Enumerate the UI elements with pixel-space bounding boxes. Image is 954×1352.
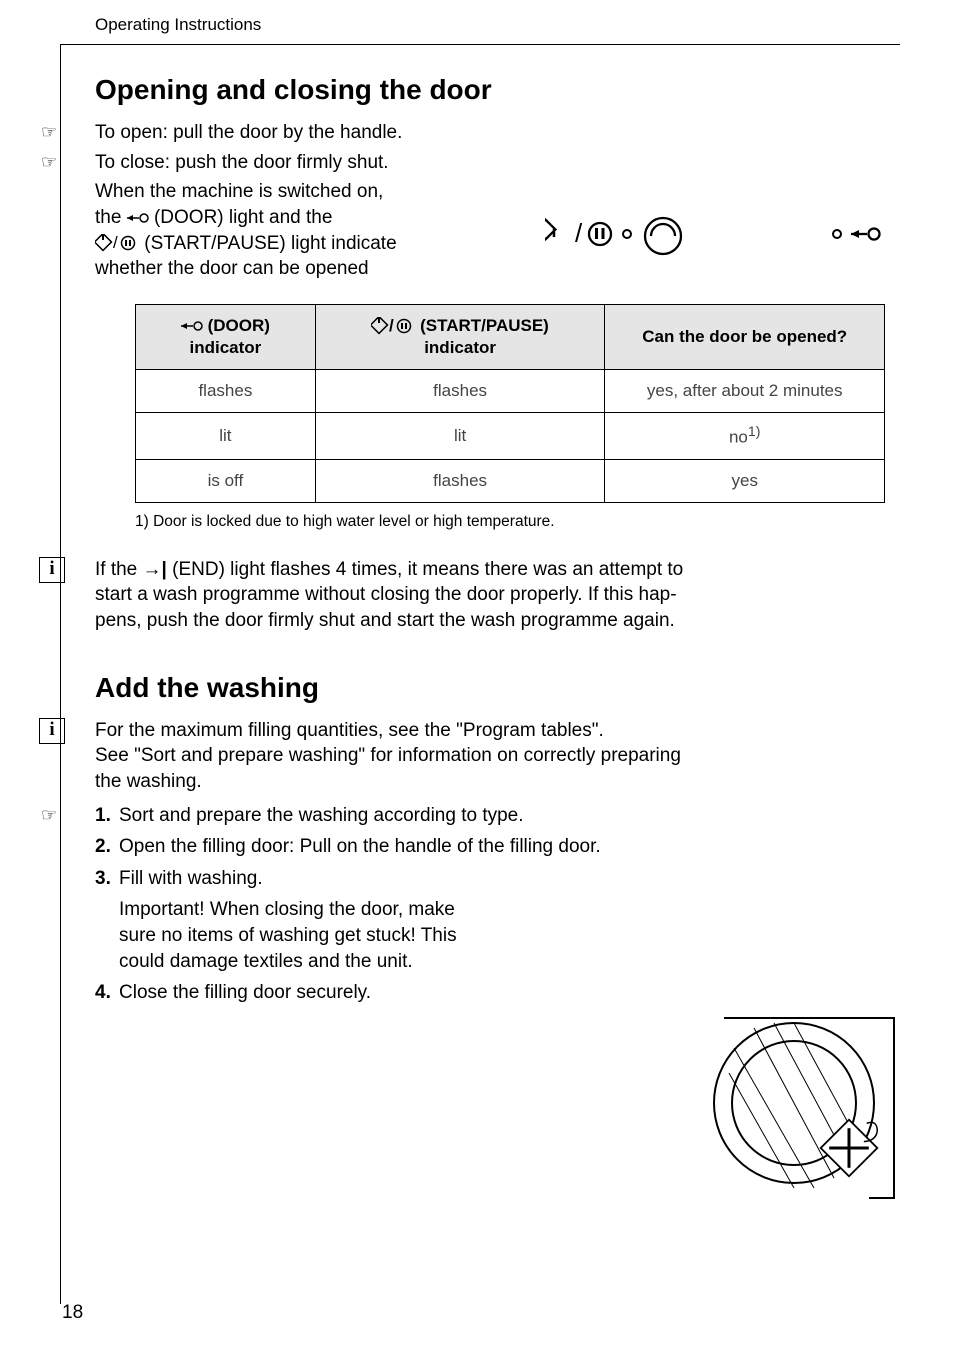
- table-row: lit lit no1): [136, 413, 885, 460]
- open-text: To open: pull the door by the handle.: [95, 122, 402, 143]
- col2-sub: indicator: [424, 338, 496, 357]
- end-arrow-icon: →: [143, 559, 162, 580]
- svg-text:/: /: [389, 317, 394, 335]
- note-l3: could damage textiles and the unit.: [119, 949, 575, 975]
- open-instruction: ☞ To open: pull the door by the handle.: [95, 120, 885, 146]
- hand-icon: ☞: [41, 805, 57, 826]
- info1-l1: If the →| (END) light flashes 4 times, i…: [95, 557, 885, 583]
- svg-text:/: /: [575, 218, 583, 248]
- info1-l2: start a wash programme without closing t…: [95, 582, 885, 608]
- intro-l2-post: (DOOR) light and the: [149, 207, 333, 228]
- page-content: Opening and closing the door ☞ To open: …: [95, 74, 885, 1012]
- washing-machine-illustration: [694, 1008, 924, 1208]
- intro-l2-pre: the: [95, 207, 127, 228]
- svg-text:/: /: [113, 234, 118, 252]
- info1-l1-pre: If the: [95, 559, 143, 580]
- close-text: To close: push the door firmly shut.: [95, 152, 389, 173]
- cell: lit: [315, 413, 605, 460]
- intro-l4: whether the door can be opened: [95, 256, 525, 282]
- info-end-light: If the →| (END) light flashes 4 times, i…: [95, 557, 885, 634]
- table-row: flashes flashes yes, after about 2 minut…: [136, 370, 885, 413]
- info2-l2: See "Sort and prepare washing" for infor…: [95, 743, 885, 769]
- cell: flashes: [136, 370, 316, 413]
- cell-sup: 1): [748, 424, 761, 440]
- col1-sub: indicator: [189, 338, 261, 357]
- door-indicator-table: (DOOR) indicator / (START/PAUSE) indicator…: [135, 304, 885, 503]
- start-pause-icon: /: [95, 234, 139, 252]
- intro-l3-post: (START/PAUSE) light indicate: [139, 233, 397, 254]
- step-text: Open the filling door: Pull on the handl…: [119, 836, 601, 857]
- section-title-add-washing: Add the washing: [95, 672, 885, 704]
- list-item: 3. Fill with washing.: [95, 866, 885, 892]
- info-icon: [39, 718, 65, 744]
- cell-pre: no: [729, 428, 748, 447]
- step-text: Fill with washing.: [119, 868, 263, 889]
- step-num: 2.: [95, 834, 111, 860]
- info2-l1: For the maximum filling quantities, see …: [95, 718, 885, 744]
- note-l2: sure no items of washing get stuck! This: [119, 923, 575, 949]
- hand-icon: ☞: [41, 152, 57, 173]
- page-number: 18: [62, 1302, 83, 1324]
- info2-l3: the washing.: [95, 769, 885, 795]
- table-footnote: 1) Door is locked due to high water leve…: [135, 513, 885, 531]
- cell: flashes: [315, 370, 605, 413]
- step-text: Sort and prepare the washing according t…: [119, 805, 524, 826]
- info-filling-qty: For the maximum filling quantities, see …: [95, 718, 885, 795]
- section-title-opening-door: Opening and closing the door: [95, 74, 885, 106]
- intro-l2: the (DOOR) light and the: [95, 205, 525, 231]
- door-icon: [127, 211, 149, 225]
- col-header-start-pause: / (START/PAUSE) indicator: [315, 304, 605, 369]
- intro-l1: When the machine is switched on,: [95, 179, 525, 205]
- col-header-can-open: Can the door be opened?: [605, 304, 885, 369]
- step-num: 4.: [95, 980, 111, 1006]
- cell: yes: [605, 459, 885, 502]
- hand-icon: ☞: [41, 122, 57, 143]
- cell: is off: [136, 459, 316, 502]
- info1-l3: pens, push the door firmly shut and star…: [95, 608, 885, 634]
- step-text: Close the filling door securely.: [119, 982, 371, 1003]
- col-header-door: (DOOR) indicator: [136, 304, 316, 369]
- info1-l1-post: (END) light flashes 4 times, it means th…: [167, 559, 683, 580]
- start-pause-icon: /: [371, 317, 415, 335]
- cell: lit: [136, 413, 316, 460]
- list-item: 2. Open the filling door: Pull on the han…: [95, 834, 885, 860]
- running-header: Operating Instructions: [95, 15, 261, 35]
- note-l1: Important! When closing the door, make: [119, 897, 575, 923]
- cell: flashes: [315, 459, 605, 502]
- close-instruction: ☞ To close: push the door firmly shut.: [95, 150, 885, 176]
- step-1: ☞ 1.Sort and prepare the washing accordi…: [95, 803, 885, 829]
- col1-post: (DOOR): [203, 316, 270, 335]
- intro-block: When the machine is switched on, the (DO…: [95, 179, 525, 282]
- table-row: is off flashes yes: [136, 459, 885, 502]
- list-item: 1. Sort and prepare the washing according…: [95, 803, 885, 829]
- door-icon: [181, 319, 203, 333]
- step-num: 3.: [95, 866, 111, 892]
- cell: yes, after about 2 minutes: [605, 370, 885, 413]
- cell: no1): [605, 413, 885, 460]
- info-icon: [39, 557, 65, 583]
- intro-l3: / (START/PAUSE) light indicate: [95, 231, 525, 257]
- list-item: 4. Close the filling door securely.: [95, 980, 885, 1006]
- indicator-panel-graphic: /: [545, 212, 885, 262]
- col2-post: (START/PAUSE): [415, 316, 548, 335]
- step-num: 1.: [95, 803, 111, 829]
- step-3-note: Important! When closing the door, make s…: [95, 897, 575, 974]
